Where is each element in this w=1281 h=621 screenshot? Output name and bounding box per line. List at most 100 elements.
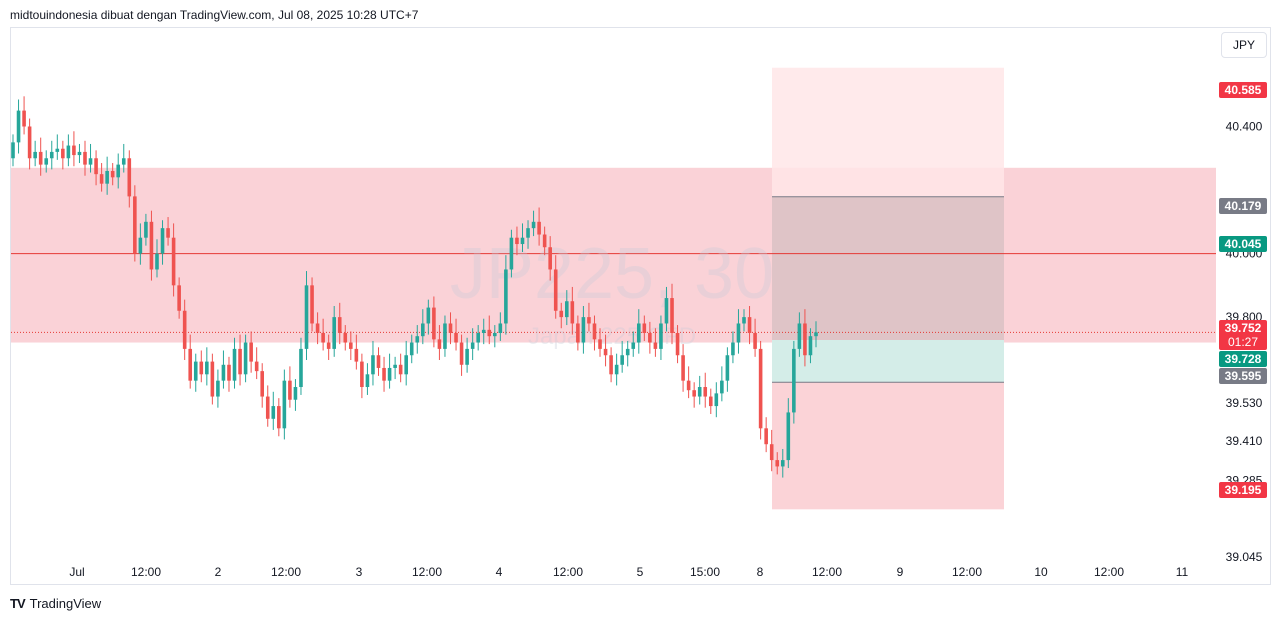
candle [504,255,508,335]
candle-body [576,323,580,343]
candle [315,312,320,345]
candle [526,220,530,249]
candle [703,372,708,408]
candle-body [603,348,608,356]
candle-body [265,396,270,419]
price-badge-bg [1219,351,1267,367]
candle [692,382,696,408]
candle [631,331,636,357]
candle [27,118,32,170]
candle [265,385,270,427]
candle-body [149,221,154,270]
time-tick-label: 4 [496,565,503,579]
candle [542,226,547,256]
candle [199,350,204,383]
candle [354,334,359,370]
candle [769,429,774,472]
candle [636,309,641,354]
candle [576,315,580,351]
position-entry-area [772,339,1004,383]
candle-body [121,158,126,165]
candle-body [421,323,425,337]
candle [603,334,608,367]
price-badge: 40.585 [1219,82,1267,98]
candle [432,296,436,348]
time-tick-label: 11 [1176,565,1189,579]
candle [232,337,237,389]
candle [797,312,802,357]
candle-body [714,393,719,407]
candle-body [166,228,170,238]
candle-body [105,170,109,184]
candle [553,255,558,319]
candle-body [38,151,43,165]
candle-body [758,348,763,429]
candle-body [205,361,209,375]
candle [487,315,492,345]
price-badge-value: 39.752 [1225,321,1262,335]
candle-body [360,361,364,388]
candle [127,150,132,208]
currency-button[interactable]: JPY [1221,32,1267,58]
candle [681,344,685,392]
candle-body [614,364,619,375]
chart-attribution: midtouindonesia dibuat dengan TradingVie… [10,8,419,22]
candle-body [470,342,475,349]
candle-body [797,323,802,349]
candle [321,318,325,351]
footer-brand[interactable]: TradingView [29,596,102,611]
candle-body [725,355,730,381]
candle [764,417,768,453]
candle-body [393,364,397,368]
candle [725,347,730,392]
candle-body [354,348,359,362]
candle-body [22,110,26,127]
candle [171,223,176,297]
candle [249,331,253,373]
candle [83,140,87,176]
price-badge: 39.195 [1219,482,1267,498]
candle [443,315,447,357]
candle-body [127,158,132,197]
candle [293,379,298,411]
candle-body [293,387,298,400]
candle-body [227,364,231,381]
candle-body [459,342,464,365]
price-tick-label: 39.530 [1226,396,1263,410]
candle-body [304,285,309,349]
candle-body [720,380,724,394]
price-badge-value: 40.179 [1225,199,1262,213]
candle [277,398,281,437]
candle-body [443,323,447,349]
candle [288,366,292,408]
candle [470,328,475,361]
candle-body [775,460,780,467]
candle [747,306,752,345]
candle-body [254,361,259,372]
candle [808,328,813,364]
candle-body [11,142,15,159]
candle-body [27,126,32,159]
candle [33,140,37,167]
candle-body [415,336,420,343]
candle-body [88,158,93,165]
candle-body [670,298,674,334]
candle [282,369,287,440]
candle-body [648,333,652,343]
candle-body [636,323,641,343]
price-badge-bg [1219,482,1267,498]
candle [299,337,303,395]
candle-body [542,234,547,248]
candle-body [769,444,774,461]
candle [642,315,647,341]
candle [149,210,154,281]
price-badge-bg [1219,82,1267,98]
candle-body [144,221,148,238]
candle [205,347,209,386]
candle-body [592,323,597,340]
candle [398,353,403,383]
footer: TV TradingView [10,596,101,611]
candle-body [747,317,752,334]
candle [332,306,336,357]
